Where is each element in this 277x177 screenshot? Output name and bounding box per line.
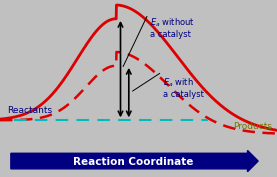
Text: Products: Products: [233, 122, 272, 131]
Text: Reaction Coordinate: Reaction Coordinate: [73, 157, 193, 167]
Text: $E_a$ without
a catalyst: $E_a$ without a catalyst: [150, 17, 195, 39]
FancyArrow shape: [11, 150, 258, 172]
Text: $E_a$ with
a catalyst: $E_a$ with a catalyst: [163, 76, 204, 99]
Text: Reactants: Reactants: [7, 106, 52, 115]
